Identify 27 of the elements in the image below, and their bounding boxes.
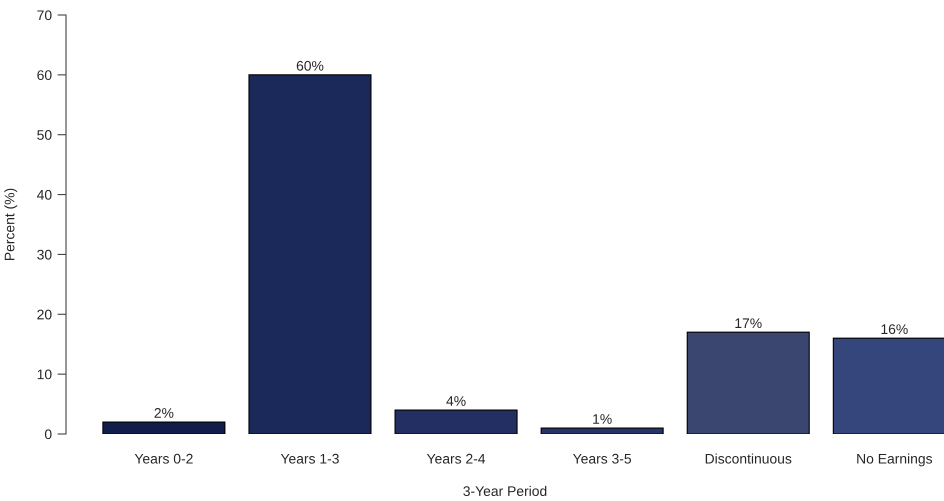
x-tick-label: Years 2-4 bbox=[426, 454, 486, 464]
y-tick-label: 50 bbox=[37, 130, 52, 140]
y-tick-label: 70 bbox=[37, 10, 52, 20]
data-label: 16% bbox=[881, 324, 908, 334]
bar bbox=[686, 332, 810, 434]
data-label: 4% bbox=[446, 396, 466, 406]
y-tick-label: 10 bbox=[38, 369, 52, 380]
data-label: 60% bbox=[296, 60, 324, 71]
x-axis-title: 3-Year Period bbox=[463, 486, 546, 496]
x-tick-label: Years 1-3 bbox=[280, 454, 339, 464]
y-tick-label: 0 bbox=[44, 429, 52, 440]
y-tick-label: 20 bbox=[37, 310, 52, 320]
y-axis-title: Percent (%) bbox=[4, 188, 18, 260]
bar bbox=[394, 410, 518, 434]
bar bbox=[248, 74, 372, 434]
data-label: 1% bbox=[593, 414, 612, 424]
data-label: 2% bbox=[154, 408, 174, 418]
y-tick-label: 40 bbox=[36, 190, 52, 200]
bar bbox=[102, 421, 226, 434]
y-tick-label: 30 bbox=[37, 250, 52, 260]
bar bbox=[540, 427, 664, 434]
y-tick-label: 60 bbox=[37, 70, 52, 80]
x-tick-label: Discontinuous bbox=[706, 453, 792, 464]
x-tick-label: Years 3-5 bbox=[572, 454, 632, 464]
x-tick-label: Years 0-2 bbox=[134, 454, 193, 464]
x-tick-label: No Earnings bbox=[857, 453, 932, 466]
data-label: 17% bbox=[735, 318, 762, 328]
